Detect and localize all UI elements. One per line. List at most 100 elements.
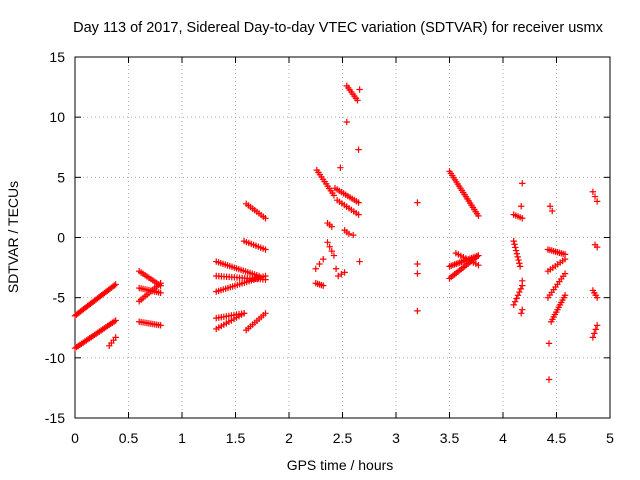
data-point [475, 252, 482, 259]
data-point [262, 310, 269, 317]
data-point [593, 294, 601, 301]
data-point [345, 230, 353, 238]
data-point [341, 269, 348, 276]
data-point [355, 199, 362, 206]
x-tick-label: 0 [71, 430, 79, 446]
data-point [332, 265, 340, 272]
data-point [593, 198, 601, 205]
data-point [561, 255, 569, 263]
data-point [112, 281, 119, 288]
data-point [475, 212, 482, 220]
x-tick-label: 4 [499, 430, 507, 446]
y-tick-label: 10 [49, 109, 65, 125]
data-point [112, 317, 119, 324]
x-tick-label: 1.5 [226, 430, 246, 446]
data-point [519, 180, 526, 187]
x-tick-label: 3.5 [440, 430, 460, 446]
data-point [591, 193, 599, 200]
data-point [511, 298, 519, 305]
data-point [338, 271, 345, 278]
x-tick-label: 5 [606, 430, 614, 446]
y-tick-label: -5 [53, 290, 66, 306]
data-point [157, 280, 164, 287]
y-tick-label: 15 [49, 49, 65, 65]
data-point [549, 207, 556, 215]
data-point [414, 199, 421, 206]
data-point [515, 256, 522, 264]
y-tick-label: 5 [57, 169, 65, 185]
y-tick-label: -10 [45, 350, 65, 366]
data-point [111, 282, 118, 289]
x-tick-label: 4.5 [547, 430, 567, 446]
data-point [262, 215, 269, 222]
y-axis-label: SDTVAR / TECUs [5, 181, 21, 293]
data-point [112, 334, 119, 341]
data-points [71, 82, 601, 383]
data-point [262, 276, 269, 283]
data-point [312, 265, 319, 272]
x-axis: 0 0.5 1 1.5 2 2.5 3 3.5 4 4.5 5 [71, 57, 614, 446]
data-point [545, 340, 553, 347]
data-point [517, 310, 525, 317]
x-tick-label: 2.5 [333, 430, 353, 446]
data-point [157, 289, 164, 297]
data-point [510, 301, 517, 309]
grid [75, 57, 610, 418]
data-point [337, 164, 344, 171]
data-point [545, 376, 553, 383]
y-tick-label: 0 [57, 230, 65, 246]
data-point [517, 203, 525, 210]
data-point [546, 203, 554, 210]
data-point [316, 260, 323, 268]
y-axis: -15 -10 -5 0 5 10 15 [45, 49, 610, 426]
data-point [561, 292, 569, 299]
data-point [512, 247, 520, 254]
data-point [516, 288, 523, 296]
data-point [355, 211, 362, 218]
data-point [326, 243, 333, 250]
data-point [512, 244, 519, 251]
data-point [591, 330, 598, 337]
data-point [519, 306, 526, 313]
data-point [513, 295, 520, 302]
data-point [517, 285, 525, 293]
data-point [593, 322, 601, 329]
data-point [356, 258, 363, 265]
data-point [414, 270, 421, 277]
data-point [475, 261, 482, 269]
data-point [157, 322, 164, 329]
data-point [592, 326, 599, 333]
data-point [510, 237, 517, 245]
data-point [328, 223, 335, 230]
data-point [240, 310, 248, 317]
data-point [519, 215, 526, 222]
data-point [516, 260, 523, 267]
data-point [414, 307, 421, 315]
data-point [328, 247, 335, 255]
data-point [355, 146, 362, 153]
data-point [591, 241, 599, 248]
data-point [561, 270, 569, 277]
x-tick-label: 2 [285, 430, 293, 446]
data-point [589, 188, 597, 195]
data-point [513, 250, 521, 257]
y-tick-label: -15 [45, 410, 65, 426]
x-tick-label: 1 [178, 430, 186, 446]
data-point [324, 239, 331, 246]
x-tick-label: 0.5 [119, 430, 139, 446]
data-point [335, 272, 342, 280]
data-point [414, 260, 421, 268]
data-point [354, 97, 361, 104]
data-point [343, 118, 350, 126]
data-point [320, 282, 327, 289]
x-tick-label: 3 [392, 430, 400, 446]
data-point [519, 277, 526, 285]
data-point [589, 334, 597, 341]
data-point [514, 253, 521, 261]
data-point [330, 192, 338, 199]
data-point [511, 241, 518, 248]
data-point [516, 263, 524, 270]
data-point [514, 292, 522, 299]
data-point [262, 246, 269, 253]
